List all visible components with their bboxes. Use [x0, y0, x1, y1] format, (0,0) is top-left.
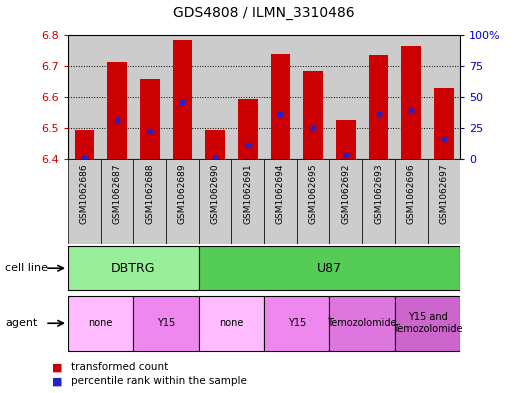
- Bar: [199, 35, 231, 159]
- Bar: [297, 159, 329, 244]
- Text: GSM1062690: GSM1062690: [211, 163, 220, 224]
- Bar: [297, 35, 329, 159]
- Bar: [107, 62, 127, 159]
- Text: GSM1062696: GSM1062696: [407, 163, 416, 224]
- Bar: [303, 71, 323, 159]
- Text: none: none: [219, 318, 244, 328]
- Bar: [329, 296, 395, 351]
- Bar: [402, 46, 421, 159]
- Bar: [329, 159, 362, 244]
- Bar: [133, 296, 199, 351]
- Text: cell line: cell line: [5, 263, 48, 273]
- Text: GSM1062694: GSM1062694: [276, 163, 285, 224]
- Text: transformed count: transformed count: [71, 362, 168, 373]
- Bar: [166, 35, 199, 159]
- Text: ■: ■: [52, 362, 63, 373]
- Text: GSM1062688: GSM1062688: [145, 163, 154, 224]
- Bar: [264, 35, 297, 159]
- Bar: [238, 99, 257, 159]
- Text: ■: ■: [52, 376, 63, 386]
- Bar: [395, 159, 428, 244]
- Bar: [68, 35, 100, 159]
- Text: agent: agent: [5, 318, 38, 328]
- Text: U87: U87: [317, 262, 342, 275]
- Bar: [68, 246, 199, 290]
- Bar: [395, 296, 460, 351]
- Bar: [369, 55, 388, 159]
- Bar: [362, 159, 395, 244]
- Bar: [166, 159, 199, 244]
- Bar: [231, 159, 264, 244]
- Text: GDS4808 / ILMN_3310486: GDS4808 / ILMN_3310486: [173, 6, 355, 20]
- Bar: [100, 35, 133, 159]
- Bar: [362, 35, 395, 159]
- Text: GSM1062687: GSM1062687: [112, 163, 121, 224]
- Bar: [173, 40, 192, 159]
- Bar: [74, 130, 94, 159]
- Text: none: none: [88, 318, 113, 328]
- Bar: [199, 159, 231, 244]
- Bar: [140, 79, 160, 159]
- Text: Y15: Y15: [288, 318, 306, 328]
- Bar: [68, 296, 133, 351]
- Bar: [133, 35, 166, 159]
- Bar: [434, 88, 453, 159]
- Text: percentile rank within the sample: percentile rank within the sample: [71, 376, 246, 386]
- Text: DBTRG: DBTRG: [111, 262, 156, 275]
- Bar: [231, 35, 264, 159]
- Bar: [206, 130, 225, 159]
- Bar: [428, 159, 460, 244]
- Text: GSM1062693: GSM1062693: [374, 163, 383, 224]
- Text: Temozolomide: Temozolomide: [327, 318, 397, 328]
- Text: Y15: Y15: [157, 318, 175, 328]
- Bar: [68, 159, 100, 244]
- Bar: [395, 35, 428, 159]
- Text: Y15 and
Temozolomide: Y15 and Temozolomide: [393, 312, 462, 334]
- Text: GSM1062695: GSM1062695: [309, 163, 317, 224]
- Text: GSM1062697: GSM1062697: [439, 163, 448, 224]
- Bar: [100, 159, 133, 244]
- Bar: [199, 246, 460, 290]
- Bar: [428, 35, 460, 159]
- Bar: [264, 296, 329, 351]
- Bar: [199, 296, 264, 351]
- Bar: [336, 121, 356, 159]
- Bar: [329, 35, 362, 159]
- Bar: [133, 159, 166, 244]
- Text: GSM1062689: GSM1062689: [178, 163, 187, 224]
- Text: GSM1062686: GSM1062686: [80, 163, 89, 224]
- Bar: [264, 159, 297, 244]
- Bar: [271, 54, 290, 159]
- Text: GSM1062691: GSM1062691: [243, 163, 252, 224]
- Text: GSM1062692: GSM1062692: [342, 163, 350, 224]
